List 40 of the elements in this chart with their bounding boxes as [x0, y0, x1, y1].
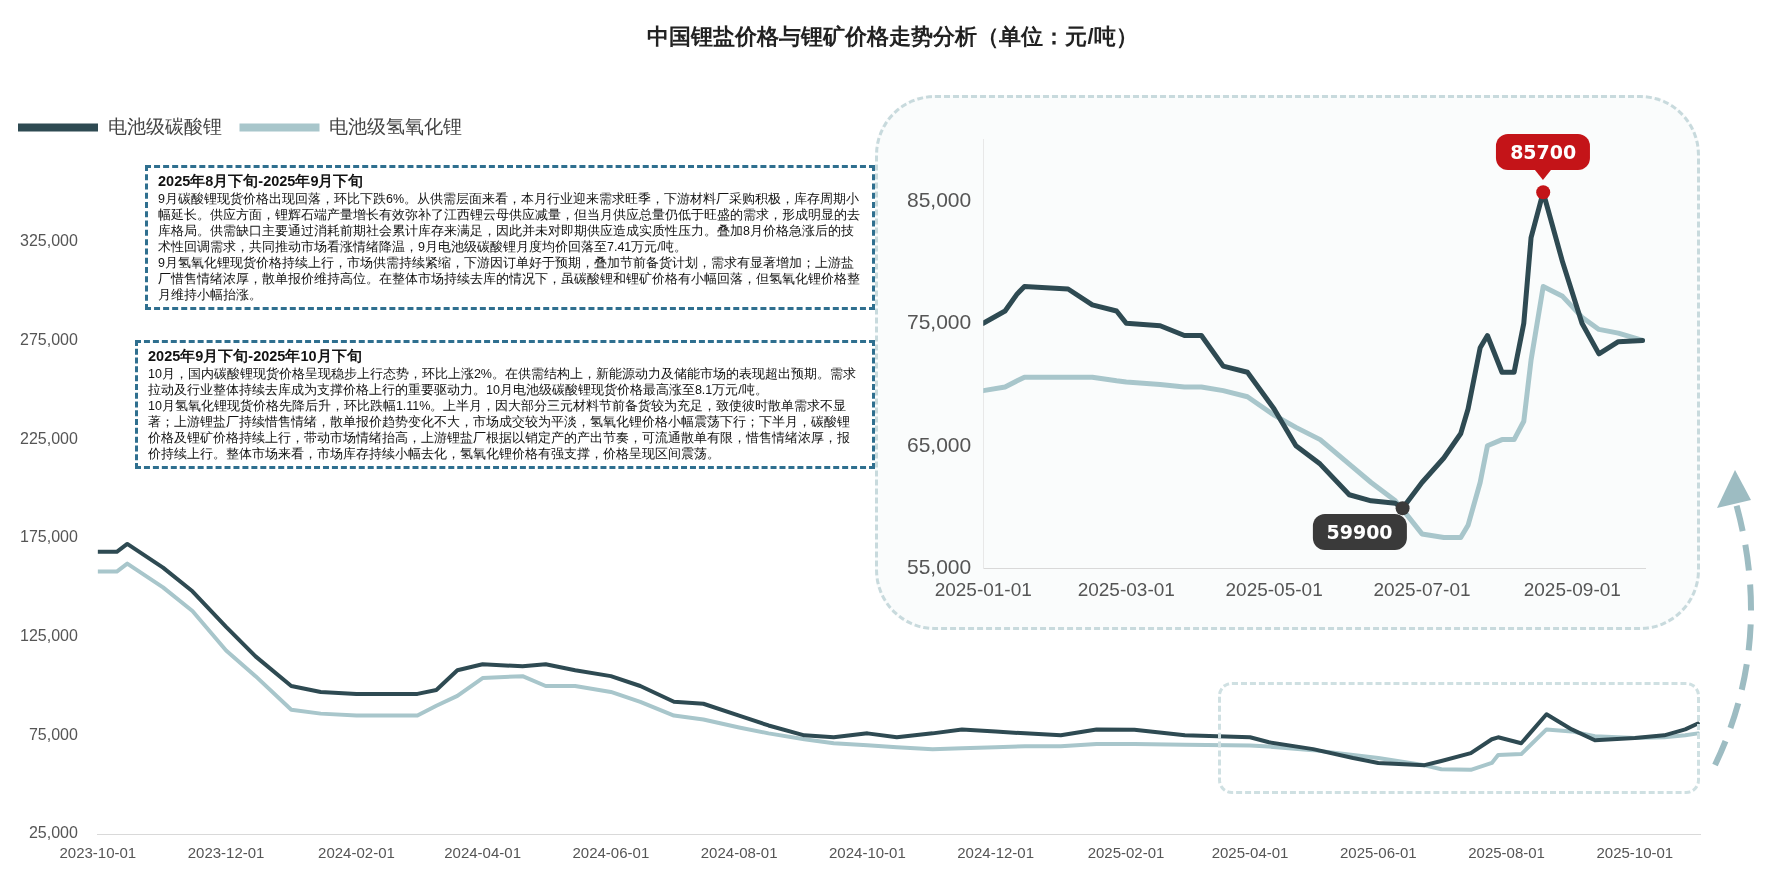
y-tick-label: 75,000 [907, 310, 972, 334]
x-tick-label: 2025-09-01 [1523, 578, 1621, 600]
annotation: 9月碳酸锂现货价格出现回落，环比下跌6%。从供需层面来看，本月行业迎来需求旺季，下游材料厂采购积极，库存周期小幅延长。供应方面，锂辉石端产量增长有效弥补了江西锂云母供应减量，但当月供应总量仍低于旺盛的需求，形成明显的去库格局。供需缺口主要通过消耗前期社会累计库存来满足，因此并未对即期供应造成实质性压力。叠加8月价格急涨后的技术性回调需求，共同推动市场看涨情绪降温，9月电池级碳酸锂月度均价回落至7.41万元/吨。 [158, 191, 861, 255]
y-tick-label: 25,000 [28, 824, 78, 842]
x-tick-label: 2025-04-01 [1211, 844, 1289, 862]
x-tick-label: 2025-06-01 [1339, 844, 1417, 862]
y-tick-label: 85,000 [907, 187, 972, 211]
x-tick-label: 2023-12-01 [187, 844, 265, 862]
annotation: 85700 [1496, 134, 1591, 171]
y-tick-label: 275,000 [19, 331, 78, 349]
x-tick-label: 2024-12-01 [957, 844, 1034, 862]
annotation: 10月，国内碳酸锂现货价格呈现稳步上行态势，环比上涨2%。在供需结构上，新能源动力及储能市场的表现超出预期。需求拉动及行业整体持续去库成为支撑价格上行的重要驱动力。10月电池级碳酸锂现货价格最高涨至8.1万元/吨。 [148, 366, 857, 398]
y-tick-label: 55,000 [907, 555, 972, 578]
y-tick-label: 75,000 [28, 725, 78, 743]
x-tick-label: 2024-10-01 [829, 844, 906, 862]
annotation: 59900 [1312, 514, 1407, 551]
x-tick-label: 2025-03-01 [1077, 578, 1175, 600]
y-tick-label: 125,000 [19, 627, 78, 645]
legend-label: 电池级氢氧化锂 [329, 115, 462, 137]
x-tick-label: 2024-06-01 [572, 844, 650, 862]
x-tick-label: 2025-01-01 [934, 578, 1032, 600]
annotation: 2025年9月下旬-2025年10月下旬 [148, 347, 363, 366]
x-tick-label: 2025-10-01 [1596, 844, 1674, 862]
text: 2025年8月下旬-2025年9月下旬 [158, 172, 365, 191]
x-tick-label: 2025-08-01 [1468, 844, 1545, 862]
x-tick-label: 2024-02-01 [318, 844, 395, 862]
x-tick-label: 2024-08-01 [700, 844, 778, 862]
x-tick-label: 2023-10-01 [59, 844, 137, 862]
legend-label: 电池级碳酸锂 [107, 115, 222, 137]
y-tick-label: 65,000 [907, 432, 972, 456]
annotation: 9月氢氧化锂现货价格持续上行，市场供需持续紧缩，下游因订单好于预期，叠加节前备货计划，需求有显著增加；上游盐厂惜售情绪浓厚，散单报价维持高位。在整体市场持续去库的情况下，虽碳酸锂和锂矿价格有小幅回落，但氢氧化锂价格整月维持小幅抬涨。 [158, 255, 861, 303]
chart-title: 中国锂盐价格与锂矿价格走势分析（单位：元/吨） [646, 23, 1139, 51]
x-tick-label: 2025-02-01 [1087, 844, 1165, 862]
x-tick-label: 2025-05-01 [1225, 578, 1323, 600]
x-tick-label: 2024-04-01 [444, 844, 521, 862]
y-tick-label: 325,000 [19, 232, 78, 250]
annotation: 10月氢氧化锂现货价格先降后升，环比跌幅1.11%。上半月，因大部分三元材料节前备货较为充足，致使彼时散单需求不显著；上游锂盐厂持续惜售情绪，散单报价趋势变化不大，市场成交较为平淡，氢氧化锂价格小幅震荡下行；下半月，碳酸锂价格及锂矿价格持续上行，带动市场情绪抬高，上游锂盐厂根据以销定产的产出节奏，可流通散单有限，惜售情绪浓厚，报价持续上行。整体市场来看，市场库存持续小幅去化，氢氧化锂价格有强支撑，价格呈现区间震荡。 [148, 398, 851, 462]
y-tick-label: 175,000 [19, 528, 78, 546]
x-tick-label: 2025-07-01 [1373, 578, 1471, 600]
y-tick-label: 225,000 [19, 429, 78, 447]
